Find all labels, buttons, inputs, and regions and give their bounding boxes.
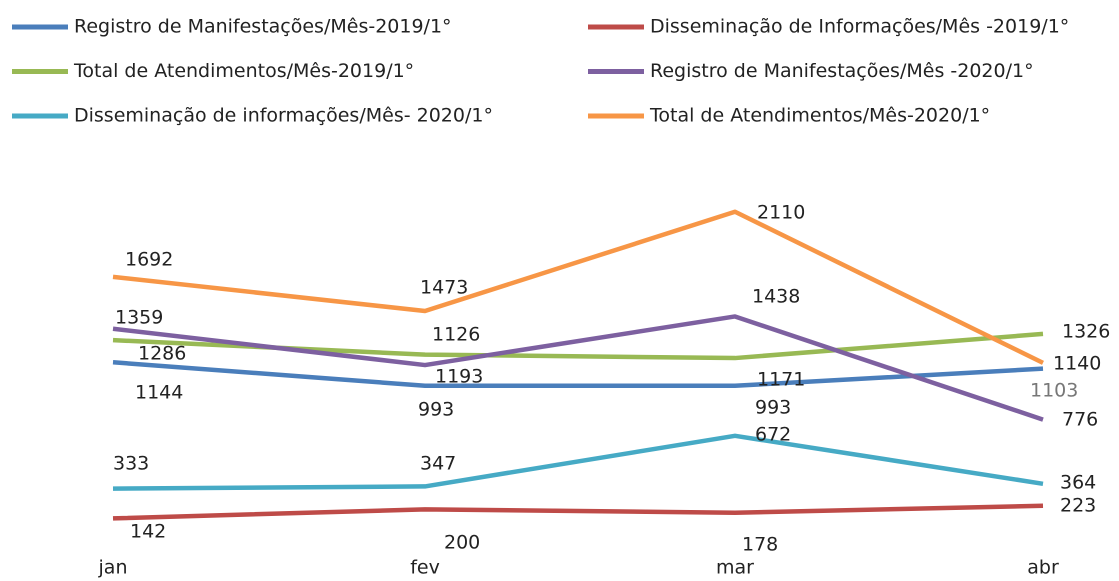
series-line xyxy=(112,209,1044,365)
x-tick-label: fev xyxy=(410,557,440,579)
legend-label: Registro de Manifestações/Mês-2019/1° xyxy=(74,16,452,38)
data-label: 1193 xyxy=(435,366,483,388)
x-tick-label: abr xyxy=(1027,557,1059,579)
series-line xyxy=(112,503,1044,521)
series-line xyxy=(112,360,1044,389)
data-label: 776 xyxy=(1062,409,1098,431)
data-label: 1140 xyxy=(1053,353,1101,375)
legend-label: Disseminação de informações/Mês- 2020/1° xyxy=(74,105,493,127)
data-label: 178 xyxy=(742,534,778,556)
data-label: 1171 xyxy=(757,369,805,391)
legend-label: Total de Atendimentos/Mês-2019/1° xyxy=(73,60,414,82)
data-label: 2110 xyxy=(757,202,805,224)
series-line xyxy=(112,314,1044,422)
series-line xyxy=(112,433,1044,491)
data-label: 223 xyxy=(1060,495,1096,517)
data-label: 200 xyxy=(444,532,480,554)
data-label: 1438 xyxy=(752,286,800,308)
data-label: 1286 xyxy=(138,343,186,365)
data-label: 1126 xyxy=(432,324,480,346)
data-label: 672 xyxy=(755,424,791,446)
data-label: 1692 xyxy=(125,249,173,271)
data-label: 1144 xyxy=(135,382,183,404)
data-label: 1103 xyxy=(1030,380,1078,402)
data-label: 1473 xyxy=(420,277,468,299)
data-label: 993 xyxy=(755,397,791,419)
data-label: 142 xyxy=(130,521,166,543)
x-tick-label: jan xyxy=(98,557,128,579)
data-label: 1359 xyxy=(115,307,163,329)
data-label: 1326 xyxy=(1062,321,1110,343)
data-label: 333 xyxy=(113,453,149,475)
legend-label: Disseminação de Informações/Mês -2019/1° xyxy=(650,16,1069,38)
x-tick-label: mar xyxy=(716,557,754,579)
legend-label: Registro de Manifestações/Mês -2020/1° xyxy=(650,60,1034,82)
legend-label: Total de Atendimentos/Mês-2020/1° xyxy=(649,105,990,127)
data-label: 364 xyxy=(1060,472,1096,494)
data-label: 993 xyxy=(418,399,454,421)
data-label: 347 xyxy=(420,453,456,475)
